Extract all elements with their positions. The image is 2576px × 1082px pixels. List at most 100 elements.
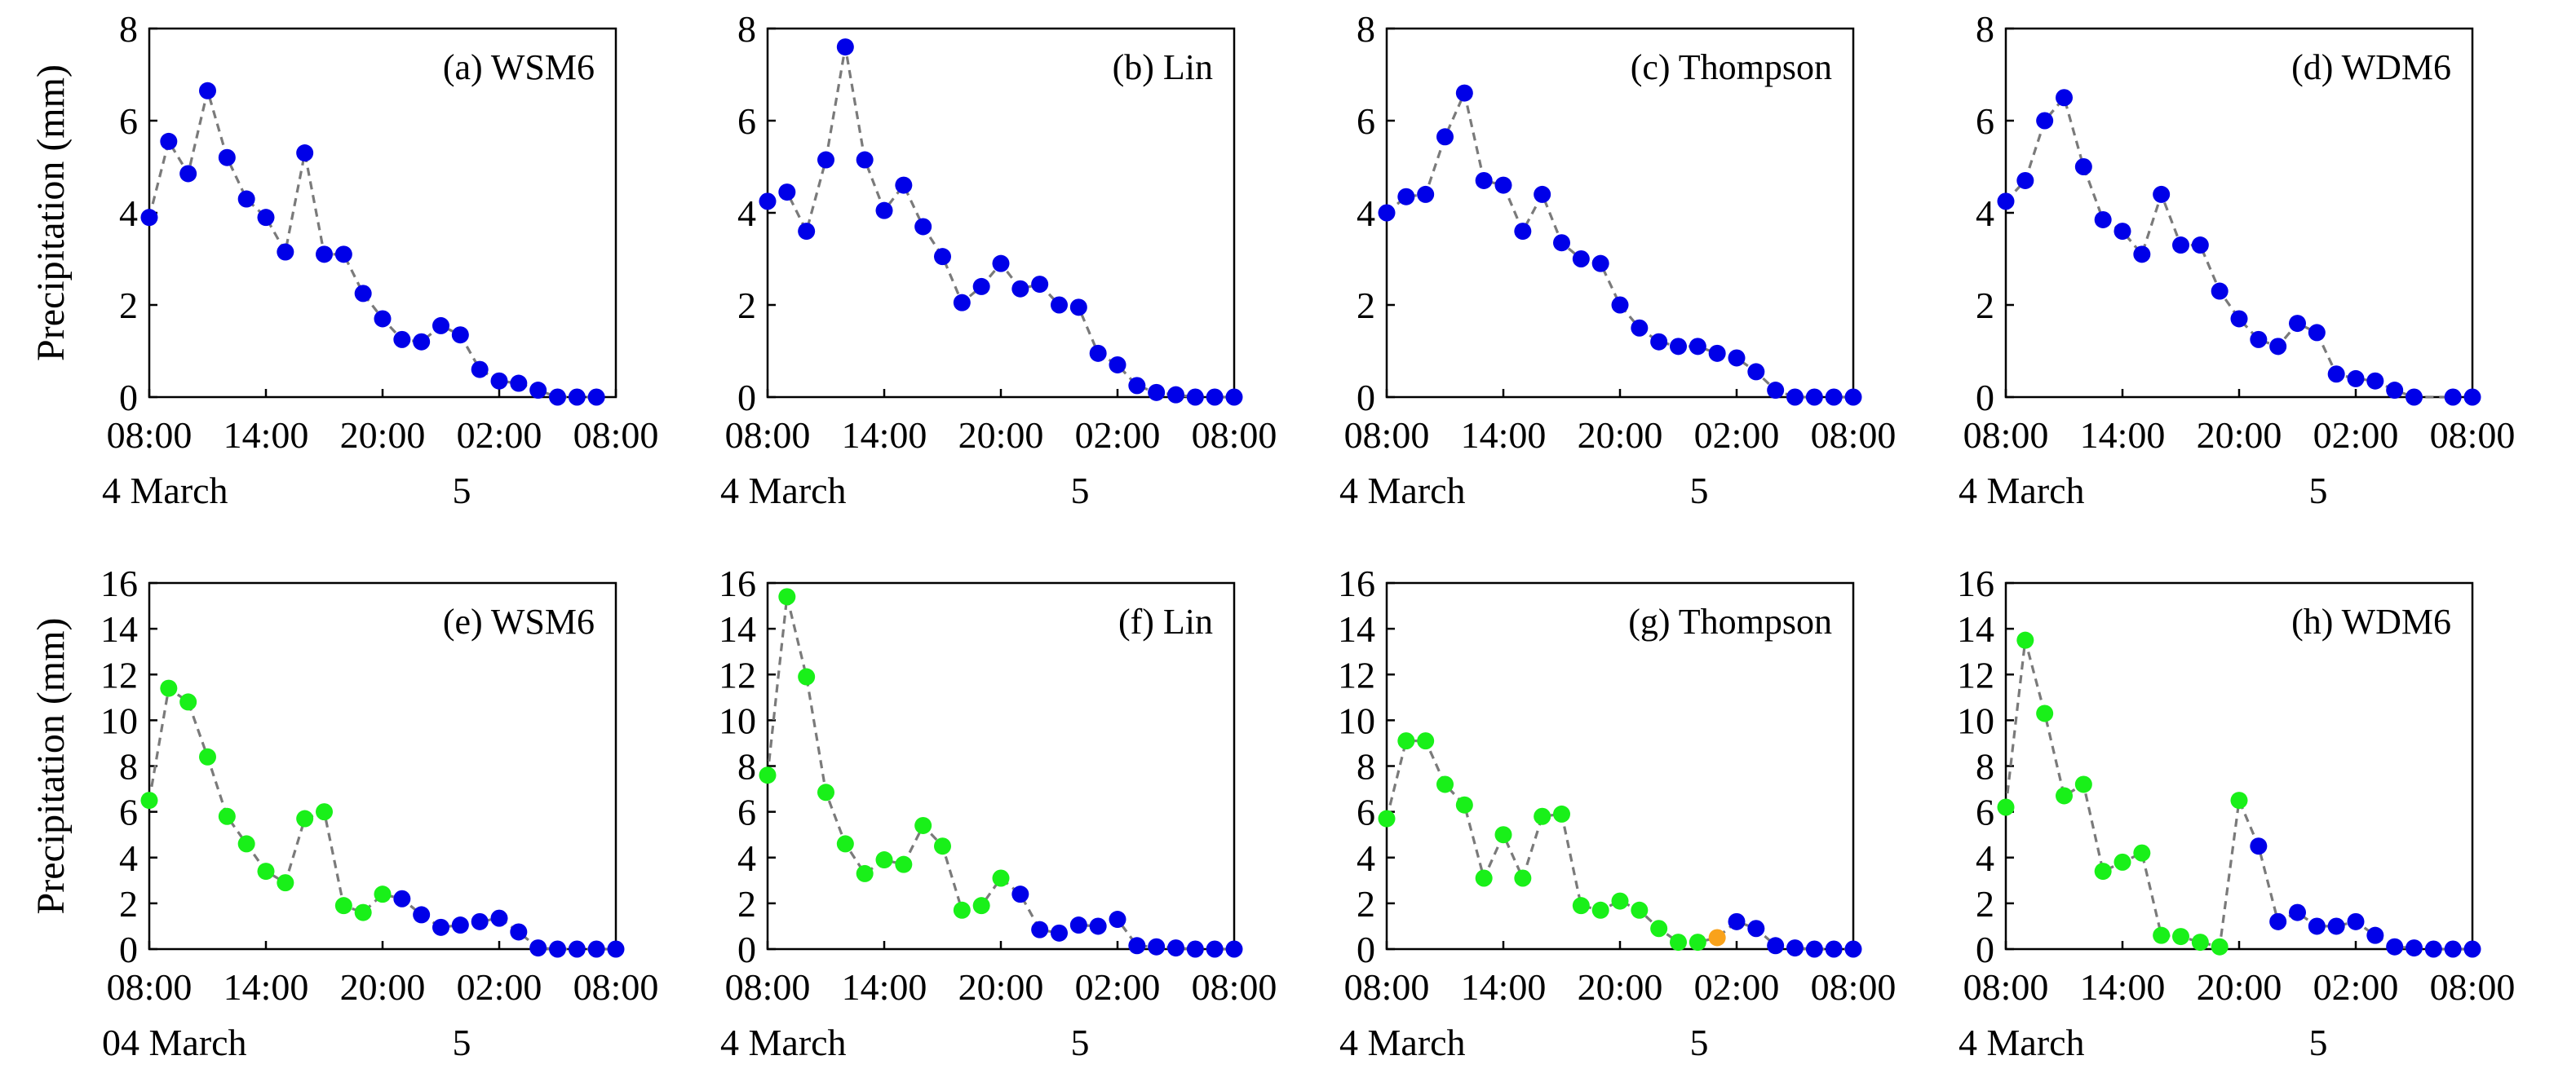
data-point (237, 835, 255, 853)
data-point (1109, 356, 1126, 373)
x-tick-label: 02:00 (2313, 966, 2399, 1008)
data-point (140, 209, 158, 227)
y-tick-label: 6 (119, 792, 138, 833)
date-label-start: 4 March (720, 470, 847, 511)
data-point (393, 330, 411, 348)
data-point (1206, 940, 1224, 958)
data-point (257, 209, 275, 227)
y-tick-label: 8 (1357, 746, 1375, 788)
y-tick-label: 4 (119, 837, 138, 879)
y-tick-label: 8 (1976, 746, 1994, 788)
data-point (179, 165, 197, 183)
data-point (2386, 938, 2404, 956)
data-point (490, 909, 508, 927)
x-tick-label: 14:00 (1461, 414, 1547, 456)
data-point (218, 148, 236, 166)
y-tick-label: 4 (1357, 192, 1375, 234)
y-tick-label: 2 (737, 883, 756, 925)
y-tick-label: 0 (737, 377, 756, 418)
data-point (199, 82, 216, 99)
panel-title: (e) WSM6 (443, 602, 595, 642)
data-point (471, 360, 489, 378)
data-point (1514, 223, 1532, 241)
data-point (1031, 276, 1049, 294)
x-tick-label: 08:00 (107, 414, 193, 456)
data-point (2056, 89, 2073, 107)
data-point (2366, 926, 2384, 944)
data-point (2366, 372, 2384, 390)
data-point (1436, 775, 1454, 793)
x-tick-label: 20:00 (340, 414, 426, 456)
x-tick-label: 20:00 (958, 966, 1044, 1008)
data-point (2444, 940, 2462, 958)
y-tick-label: 0 (737, 929, 756, 970)
data-point (1378, 810, 1396, 828)
y-tick-label: 6 (1976, 100, 1994, 142)
data-point (2327, 365, 2345, 383)
data-point (277, 243, 294, 261)
date-label-next-day: 5 (1071, 470, 1090, 511)
data-point (2153, 185, 2171, 203)
data-point (778, 588, 796, 606)
data-point (277, 874, 294, 892)
data-point (1069, 916, 1087, 934)
x-tick-label: 14:00 (224, 966, 309, 1008)
data-point (374, 310, 392, 328)
y-tick-label: 6 (737, 100, 756, 142)
data-point (1206, 388, 1224, 406)
date-label-start: 4 March (1339, 470, 1466, 511)
data-point (1455, 84, 1473, 102)
data-point (2074, 775, 2092, 793)
y-tick-label: 10 (100, 700, 138, 741)
x-tick-label: 08:00 (107, 966, 193, 1008)
data-point (568, 940, 586, 958)
data-point (1475, 869, 1493, 887)
y-tick-label: 0 (119, 929, 138, 970)
series-line (766, 596, 1234, 951)
data-point (1553, 234, 1570, 252)
y-tick-label: 0 (1976, 929, 1994, 970)
data-point (1494, 176, 1512, 194)
data-point (413, 333, 431, 351)
x-tick-label: 14:00 (2080, 966, 2166, 1008)
data-point (934, 837, 951, 855)
x-tick-label: 02:00 (1075, 414, 1161, 456)
y-tick-label: 14 (719, 608, 756, 650)
data-point (2113, 223, 2131, 241)
y-tick-label: 6 (737, 792, 756, 833)
data-point (2036, 704, 2054, 722)
data-point (2444, 388, 2462, 406)
x-tick-label: 02:00 (1075, 966, 1161, 1008)
data-point (1631, 319, 1649, 337)
data-point (1089, 917, 1107, 935)
y-tick-label: 12 (1957, 654, 1994, 696)
data-point (2036, 112, 2054, 130)
data-point (1069, 298, 1087, 316)
x-tick-label: 14:00 (2080, 414, 2166, 456)
x-tick-label: 20:00 (2197, 414, 2282, 456)
data-point (2424, 940, 2442, 958)
data-point (1670, 338, 1687, 356)
data-point (1128, 377, 1146, 395)
data-point (451, 326, 469, 344)
y-tick-label: 2 (119, 883, 138, 925)
data-point (953, 294, 971, 311)
y-tick-label: 10 (1338, 700, 1375, 741)
data-point (2133, 245, 2151, 263)
data-point (2094, 210, 2112, 228)
data-point (2308, 917, 2326, 935)
data-point (1786, 388, 1804, 406)
data-point (2289, 903, 2306, 921)
y-tick-label: 0 (1357, 377, 1375, 418)
y-tick-label: 12 (100, 654, 138, 696)
y-tick-label: 8 (737, 746, 756, 788)
y-tick-label: 4 (1357, 837, 1375, 879)
data-point (354, 285, 372, 303)
x-tick-label: 08:00 (1192, 966, 1277, 1008)
date-label-start: 4 March (1959, 470, 2085, 511)
data-point (2347, 369, 2365, 387)
y-tick-label: 4 (737, 192, 756, 234)
date-label-next-day: 5 (453, 470, 471, 511)
data-point (1767, 937, 1785, 955)
